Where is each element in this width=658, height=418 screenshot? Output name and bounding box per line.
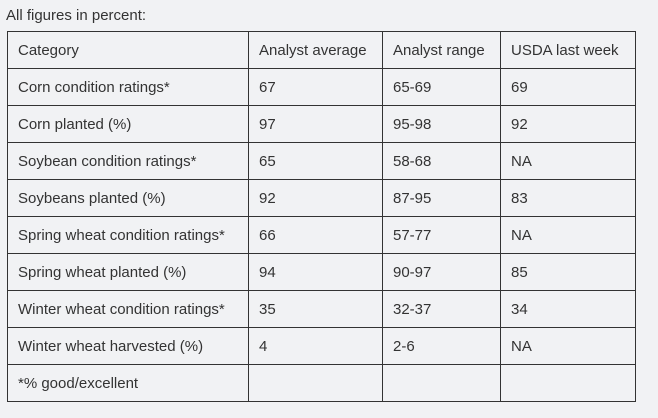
cell-analyst-range: 87-95	[382, 179, 501, 217]
cell-analyst-range: 57-77	[382, 216, 501, 254]
cell-category: Spring wheat condition ratings*	[7, 216, 249, 254]
cell-category: Corn condition ratings*	[7, 68, 249, 106]
table-row: Spring wheat condition ratings* 66 57-77…	[7, 216, 636, 254]
table-row: Winter wheat harvested (%) 4 2-6 NA	[7, 327, 636, 365]
cell-category: Soybeans planted (%)	[7, 179, 249, 217]
footnote-text: *% good/excellent	[7, 364, 249, 402]
cell-analyst-average: 67	[248, 68, 383, 106]
cell-analyst-range: 32-37	[382, 290, 501, 328]
cell-category: Winter wheat harvested (%)	[7, 327, 249, 365]
cell-analyst-range: 95-98	[382, 105, 501, 143]
cell-analyst-range: 65-69	[382, 68, 501, 106]
cell-analyst-average: 94	[248, 253, 383, 291]
table-footnote-row: *% good/excellent	[7, 364, 636, 402]
cell-usda-last-week: NA	[500, 216, 636, 254]
cell-usda-last-week: NA	[500, 327, 636, 365]
cell-analyst-average: 97	[248, 105, 383, 143]
cell-usda-last-week: 69	[500, 68, 636, 106]
cell-category: Winter wheat condition ratings*	[7, 290, 249, 328]
cell-usda-last-week: 92	[500, 105, 636, 143]
header-usda-last-week: USDA last week	[500, 31, 636, 69]
cell-empty	[382, 364, 501, 402]
cell-analyst-average: 35	[248, 290, 383, 328]
cell-analyst-range: 2-6	[382, 327, 501, 365]
cell-analyst-range: 90-97	[382, 253, 501, 291]
cell-empty	[248, 364, 383, 402]
cell-analyst-average: 4	[248, 327, 383, 365]
cell-category: Corn planted (%)	[7, 105, 249, 143]
table-row: Soybeans planted (%) 92 87-95 83	[7, 179, 636, 217]
cell-usda-last-week: 85	[500, 253, 636, 291]
table-row: Winter wheat condition ratings* 35 32-37…	[7, 290, 636, 328]
header-category: Category	[7, 31, 249, 69]
crop-progress-table: Category Analyst average Analyst range U…	[7, 31, 636, 402]
cell-analyst-range: 58-68	[382, 142, 501, 180]
table-header-row: Category Analyst average Analyst range U…	[7, 31, 636, 69]
cell-analyst-average: 92	[248, 179, 383, 217]
cell-category: Spring wheat planted (%)	[7, 253, 249, 291]
cell-usda-last-week: NA	[500, 142, 636, 180]
table-row: Soybean condition ratings* 65 58-68 NA	[7, 142, 636, 180]
cell-analyst-average: 65	[248, 142, 383, 180]
cell-empty	[500, 364, 636, 402]
cell-analyst-average: 66	[248, 216, 383, 254]
table-row: Spring wheat planted (%) 94 90-97 85	[7, 253, 636, 291]
table-caption: All figures in percent:	[6, 7, 147, 24]
cell-usda-last-week: 34	[500, 290, 636, 328]
table-row: Corn planted (%) 97 95-98 92	[7, 105, 636, 143]
cell-category: Soybean condition ratings*	[7, 142, 249, 180]
cell-usda-last-week: 83	[500, 179, 636, 217]
table-row: Corn condition ratings* 67 65-69 69	[7, 68, 636, 106]
header-analyst-range: Analyst range	[382, 31, 501, 69]
header-analyst-average: Analyst average	[248, 31, 383, 69]
